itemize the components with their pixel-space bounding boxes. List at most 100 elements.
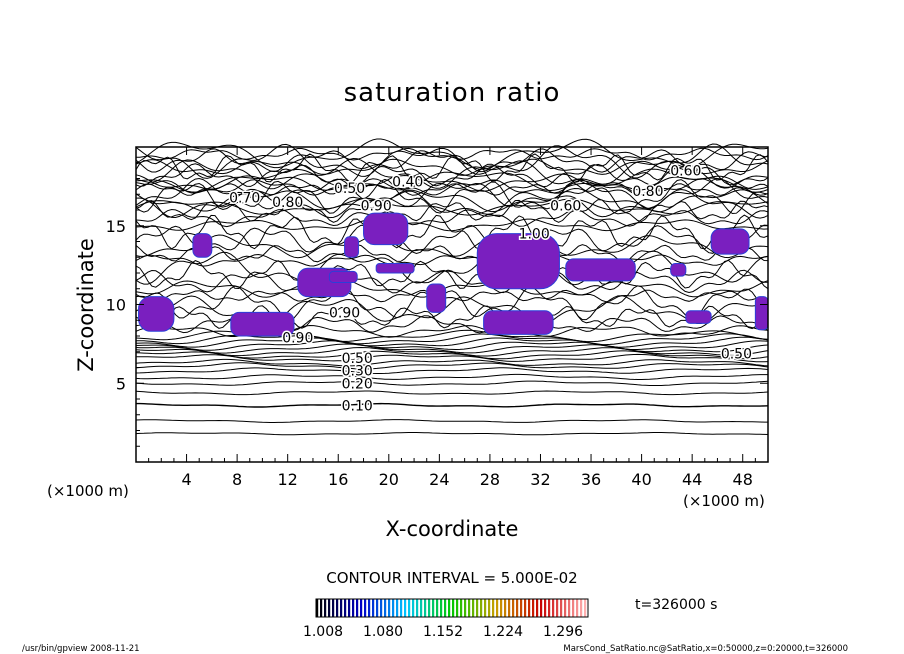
shaded-region [363,212,409,246]
x-tick-label: 36 [581,470,601,489]
colorbar-stripe [364,599,367,617]
colorbar-stripe [484,599,487,617]
colorbar-stripe [564,599,567,617]
contour-line [135,380,769,386]
colorbar-stripe [440,599,443,617]
contour-line [135,358,769,367]
colorbar-stripe [512,599,515,617]
footer-right: MarsCond_SatRatio.nc@SatRatio,x=0:50000,… [563,644,848,654]
contour-line [135,138,769,170]
shaded-region [476,233,560,290]
contour-label: 0.90 [361,198,392,214]
colorbar-stripe [348,599,351,617]
contour-labels: 0.100.200.300.500.900.900.500.70 0.800.50… [228,162,754,416]
contour-label: 0.80 [632,184,663,200]
colorbar-stripe [568,599,571,617]
colorbar-stripe [372,599,375,617]
colorbar-stripe [472,599,475,617]
colorbar-stripe [400,599,403,617]
contour-line [135,289,769,303]
contour-label: 0.60 [550,198,581,214]
contour-line [135,367,769,374]
colorbar-stripe [316,599,319,617]
contour-label: 0.10 [342,398,373,414]
contour-label: 0.20 [342,376,373,392]
colorbar-stripe [560,599,563,617]
x-tick-label: 8 [232,470,242,489]
colorbar-stripe [556,599,559,617]
z-unit-label: (×1000 m) [47,482,129,500]
y-axis-ticks: 5 10 15 [106,162,768,447]
colorbar-tick-label: 1.008 [303,624,343,640]
contour-line [135,269,769,294]
colorbar-stripe [480,599,483,617]
colorbar-stripe [552,599,555,617]
time-label: t=326000 s [635,597,717,613]
contour-line [135,187,769,213]
contour-line [135,178,769,215]
contour-line [135,253,769,267]
colorbar-stripe [368,599,371,617]
colorbar-stripe [340,599,343,617]
shaded-region [565,258,636,282]
contour-line [135,178,769,196]
contour-line [135,199,769,223]
colorbar-stripe [532,599,535,617]
colorbar-stripe [524,599,527,617]
contour-label: 0.70 [229,190,260,206]
shaded-region [670,263,687,277]
contour-lines [135,138,769,436]
colorbar-stripe [332,599,335,617]
colorbar-tick-label: 1.080 [363,624,403,640]
contour-label: 0.50 [334,181,365,197]
x-tick-label: 48 [733,470,753,489]
colorbar-stripe [436,599,439,617]
contour-interval-label: CONTOUR INTERVAL = 5.000E-02 [326,569,577,587]
contour-line [135,214,769,250]
shaded-region [138,296,175,332]
colorbar-stripe [464,599,467,617]
contour-label: 1.00 [519,227,550,243]
colorbar: 1.008 1.080 1.152 1.224 1.296 [303,598,589,640]
colorbar-stripe [424,599,427,617]
contour-line [135,373,768,380]
colorbar-stripe [452,599,455,617]
colorbar-stripe [516,599,519,617]
x-axis-ticks: 4 8 12 16 20 24 28 32 36 40 44 48 [148,147,756,489]
colorbar-tick-label: 1.296 [543,624,583,640]
colorbar-stripe [360,599,363,617]
shaded-region [685,310,712,324]
colorbar-stripe [388,599,391,617]
contour-line [135,285,769,321]
contour-line [135,362,769,370]
x-tick-label: 16 [328,470,348,489]
colorbar-stripe [488,599,491,617]
x-tick-label: 44 [682,470,702,489]
y-tick-label: 5 [116,374,126,393]
colorbar-stripe [336,599,339,617]
y-tick-label: 10 [106,296,126,315]
colorbar-stripes [316,599,587,617]
colorbar-stripe [416,599,419,617]
contour-line [135,432,769,436]
colorbar-stripe [324,599,327,617]
y-axis-label: Z-coordinate [74,238,98,372]
colorbar-stripe [408,599,411,617]
contour-line [135,177,769,210]
colorbar-stripe [376,599,379,617]
colorbar-stripe [540,599,543,617]
colorbar-stripe [492,599,495,617]
contour-label: 0.90 [282,331,313,347]
colorbar-stripe [392,599,395,617]
contour-label: 0.80 [272,195,303,211]
colorbar-stripe [432,599,435,617]
colorbar-stripe [404,599,407,617]
contour-line [135,343,769,354]
contour-line [135,353,769,363]
colorbar-stripe [352,599,355,617]
colorbar-stripe [320,599,323,617]
colorbar-stripe [444,599,447,617]
colorbar-stripe [544,599,547,617]
footer-left: /usr/bin/gpview 2008-11-21 [22,644,140,654]
